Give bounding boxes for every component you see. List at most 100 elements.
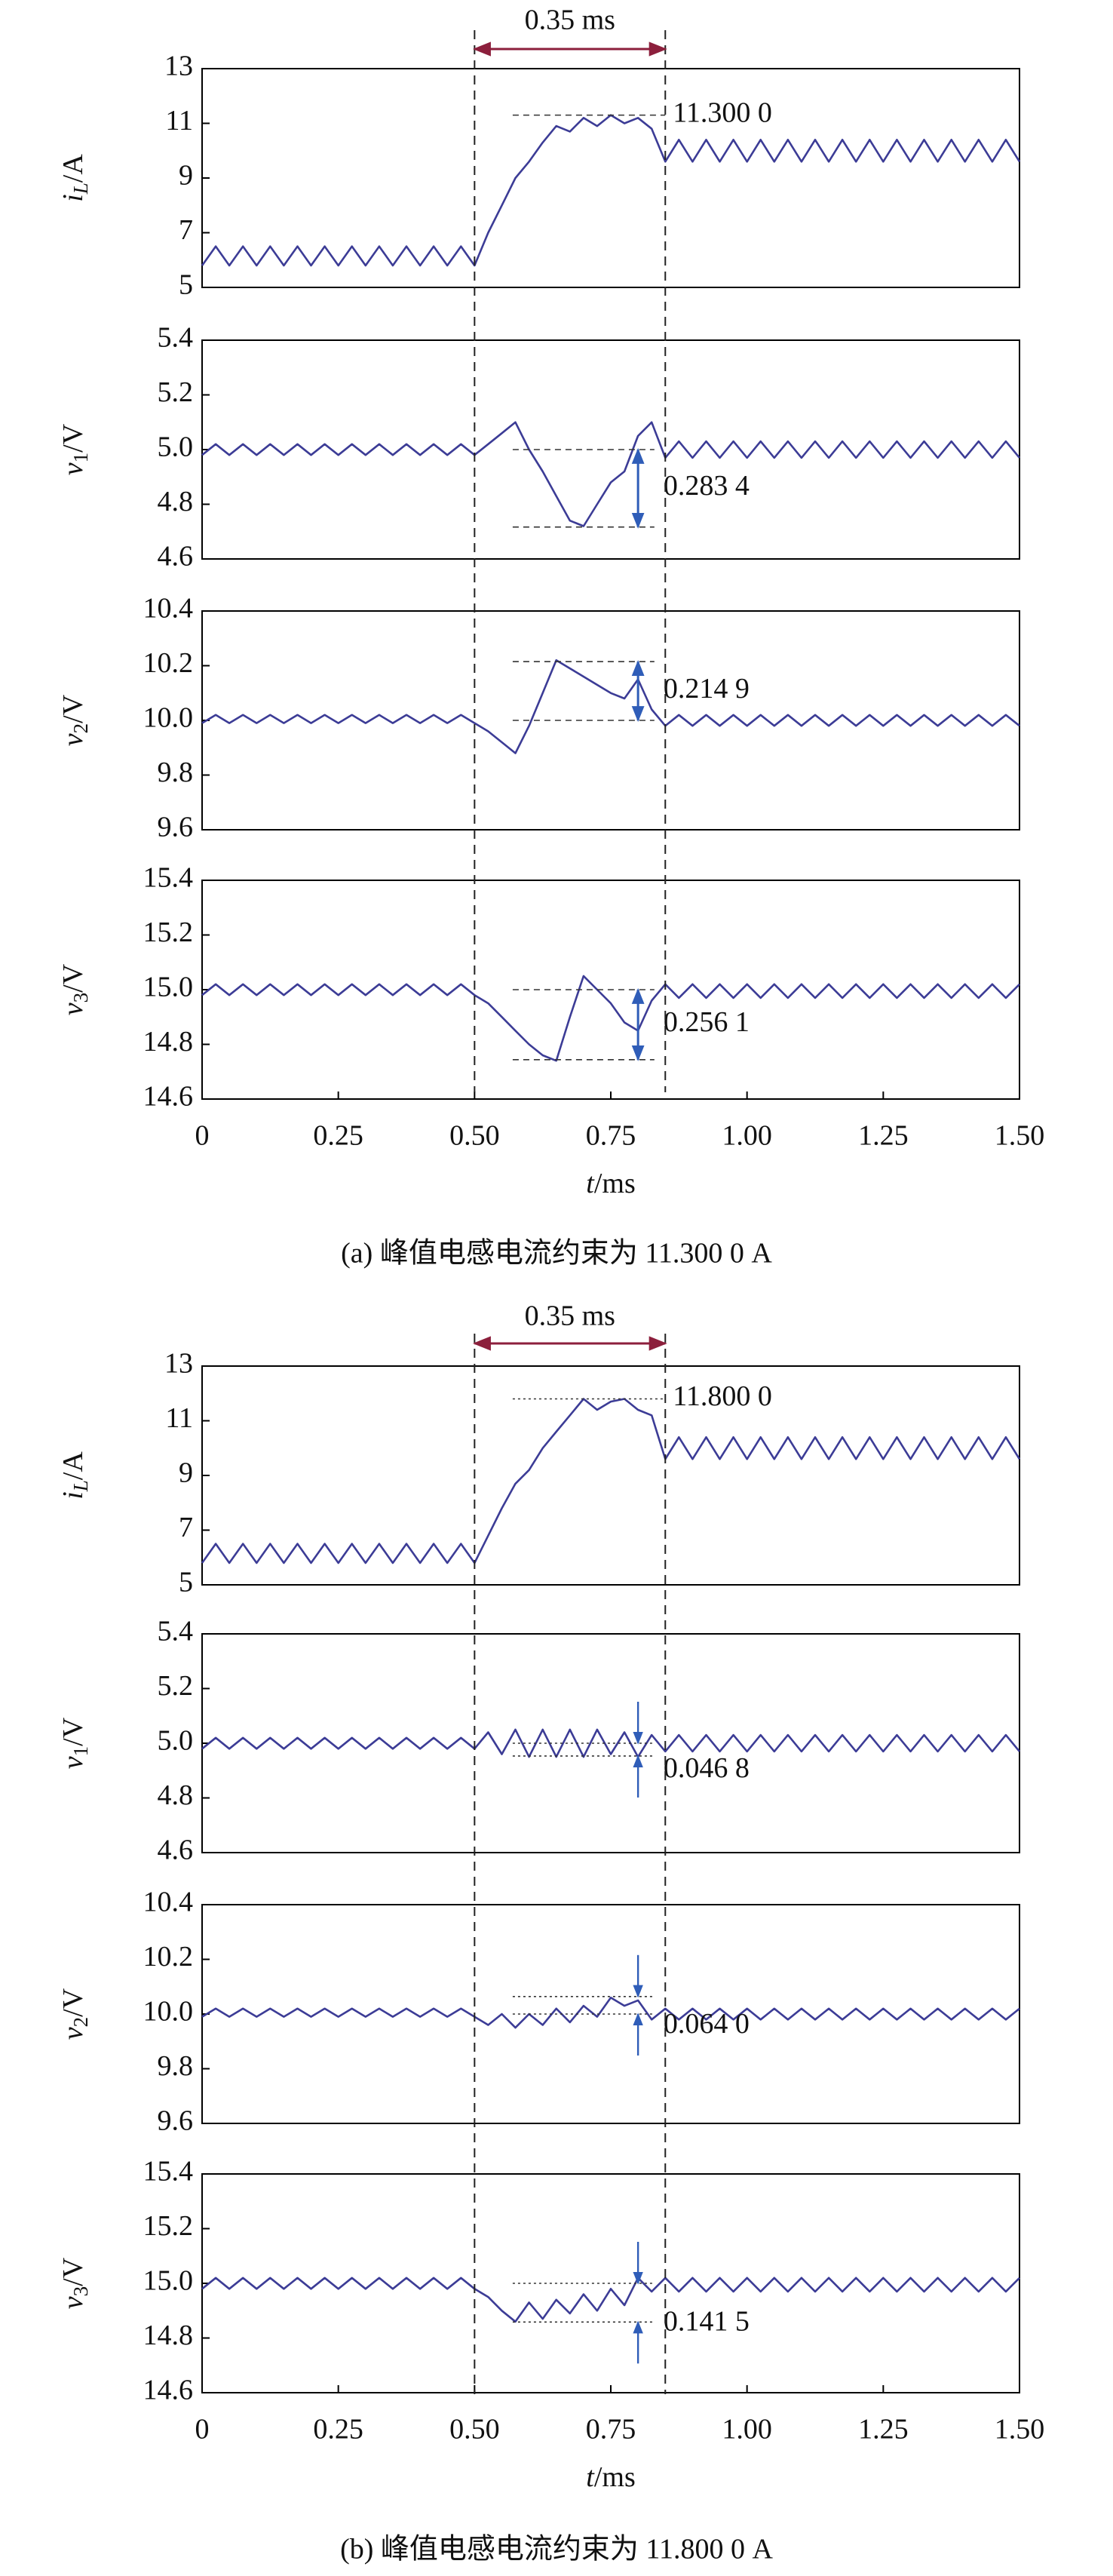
x-tick-label: 0.25	[313, 1120, 363, 1152]
x-tick-label: 0	[195, 1120, 210, 1152]
y-axis-label: v1/V	[57, 423, 92, 475]
x-tick-label: 0.75	[586, 2414, 636, 2446]
y-tick-label: 5.4	[158, 322, 194, 354]
y-axis-label: v3/V	[57, 2257, 92, 2309]
y-label-symbol: v	[57, 462, 89, 475]
y-tick-label: 9	[179, 1457, 193, 1489]
y-tick-label: 5.4	[158, 1616, 194, 1647]
x-tick-label: 0.25	[313, 2414, 363, 2446]
y-tick-label: 5	[179, 269, 193, 301]
y-label-unit: /V	[57, 2257, 89, 2286]
y-tick-label: 15.4	[143, 862, 194, 894]
x-tick-label: 0.75	[586, 1120, 636, 1152]
y-tick-label: 11	[165, 105, 193, 137]
y-tick-label: 14.8	[143, 1026, 194, 1058]
y-tick-label: 7	[179, 214, 193, 246]
y-tick-label: 5.0	[158, 1725, 194, 1757]
y-label-symbol: i	[57, 194, 89, 202]
annotation-label: 11.800 0	[673, 1380, 772, 1412]
y-tick-label: 9.6	[158, 812, 194, 843]
y-label-unit: /V	[57, 423, 89, 453]
y-label-symbol: v	[57, 733, 89, 746]
y-tick-label: 13	[164, 1348, 193, 1380]
y-tick-label: 14.6	[143, 2375, 194, 2406]
y-tick-label: 14.6	[143, 1081, 194, 1113]
y-tick-label: 10.2	[143, 647, 194, 679]
y-tick-label: 9.6	[158, 2105, 194, 2137]
y-label-symbol: v	[57, 2296, 89, 2309]
y-tick-label: 10.0	[143, 702, 194, 734]
y-label-unit: /A	[57, 154, 89, 183]
x-axis-label: t/ms	[586, 1168, 635, 1199]
y-label-subscript: 3	[69, 2286, 92, 2297]
axes-frame	[201, 1633, 1020, 1853]
x-tick-label: 0.50	[449, 2414, 500, 2446]
panel-caption: (a) 峰值电感电流约束为 11.300 0 A	[341, 1238, 772, 1270]
y-tick-label: 5	[179, 1567, 193, 1598]
y-label-subscript: L	[69, 183, 92, 195]
x-label-unit: /ms	[594, 1168, 636, 1199]
y-label-subscript: 3	[69, 993, 92, 1003]
waveform	[201, 975, 1020, 1062]
y-label-unit: /V	[57, 1717, 89, 1746]
x-tick-label: 1.50	[995, 2414, 1045, 2446]
x-tick-label: 1.25	[858, 2414, 909, 2446]
x-label-unit: /ms	[594, 2461, 636, 2493]
y-axis-label: v1/V	[57, 1717, 92, 1769]
y-tick-label: 15.2	[143, 916, 194, 948]
y-label-symbol: v	[57, 1002, 89, 1015]
y-label-unit: /A	[57, 1451, 89, 1481]
annotation-label: 11.300 0	[673, 97, 772, 128]
y-tick-label: 14.8	[143, 2320, 194, 2351]
annotation-label: 0.141 5	[664, 2305, 750, 2337]
panel-caption: (b) 峰值电感电流约束为 11.800 0 A	[340, 2534, 773, 2565]
x-label-symbol: t	[586, 1168, 595, 1199]
waveform	[201, 114, 1021, 267]
y-axis-label: iL/A	[57, 1451, 92, 1500]
y-label-symbol: v	[57, 1756, 89, 1769]
x-tick-label: 1.00	[722, 1120, 772, 1152]
y-tick-label: 10.2	[143, 1941, 194, 1973]
y-label-subscript: 2	[69, 723, 92, 734]
annotation-label: 0.256 1	[664, 1006, 750, 1038]
y-tick-label: 9.8	[158, 2050, 194, 2082]
y-label-subscript: 2	[69, 2017, 92, 2028]
axes-frame	[201, 2173, 1020, 2393]
y-label-symbol: v	[57, 2027, 89, 2040]
span-label: 0.35 ms	[525, 1300, 615, 1332]
x-tick-label: 1.50	[995, 1120, 1045, 1152]
y-tick-label: 10.4	[143, 593, 194, 625]
y-tick-label: 15.0	[143, 972, 194, 1003]
y-tick-label: 4.6	[158, 541, 194, 573]
annotation-label: 0.046 8	[664, 1752, 750, 1784]
x-tick-label: 1.00	[722, 2414, 772, 2446]
y-tick-label: 4.8	[158, 486, 194, 517]
y-tick-label: 9.8	[158, 757, 194, 788]
y-tick-label: 10.4	[143, 1887, 194, 1918]
x-label-symbol: t	[586, 2461, 595, 2493]
y-label-unit: /V	[57, 1988, 89, 2017]
y-label-unit: /V	[57, 963, 89, 993]
y-label-subscript: 1	[69, 453, 92, 463]
axes-frame	[201, 1904, 1020, 2124]
y-tick-label: 11	[165, 1402, 193, 1434]
y-tick-label: 15.4	[143, 2156, 194, 2188]
x-axis-label: t/ms	[586, 2461, 635, 2493]
axes-frame	[201, 68, 1020, 288]
waveform	[201, 1398, 1021, 1564]
x-tick-label: 0.50	[449, 1120, 500, 1152]
y-tick-label: 4.8	[158, 1779, 194, 1811]
x-tick-label: 0	[195, 2414, 210, 2446]
waveform	[201, 2277, 1020, 2323]
y-tick-label: 5.2	[158, 376, 194, 408]
annotation-label: 0.283 4	[664, 470, 750, 502]
annotation-label: 0.064 0	[664, 2008, 750, 2040]
y-tick-label: 10.0	[143, 1996, 194, 2028]
y-axis-label: v2/V	[57, 694, 92, 746]
y-label-unit: /V	[57, 694, 89, 723]
y-label-subscript: L	[69, 1480, 92, 1492]
waveform	[201, 1997, 1020, 2029]
waveform	[201, 1728, 1021, 1758]
